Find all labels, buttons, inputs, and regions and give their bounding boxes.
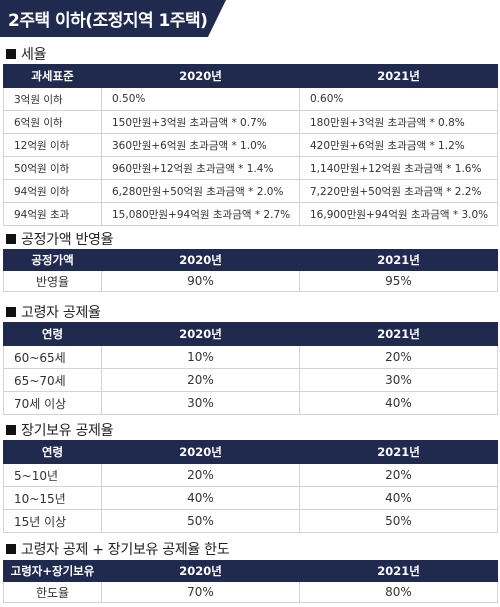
table-row: 반영율 90% 95%	[3, 270, 498, 292]
table-cell: 6억원 이하	[3, 110, 102, 134]
limit-section-label: 고령자 공제 + 장기보유 공제율 한도	[21, 542, 230, 558]
table-cell: 20%	[101, 463, 300, 487]
tax-rate-table: 과세표준 2020년 2021년 3억원 이하 0.50% 0.60% 6억원 …	[3, 64, 498, 226]
column-header: 2020년	[101, 560, 300, 582]
table-row: 65~70세 20% 30%	[3, 368, 498, 392]
table-header-row: 공정가액 2020년 2021년	[3, 249, 498, 271]
fair-value-section-label: 공정가액 반영율	[21, 232, 114, 248]
table-row: 한도율 70% 80%	[3, 581, 498, 603]
fair-value-section-title: 공정가액 반영율	[6, 229, 114, 249]
table-row: 3억원 이하 0.50% 0.60%	[3, 87, 498, 111]
table-cell: 40%	[299, 391, 498, 415]
table-row: 60~65세 10% 20%	[3, 345, 498, 369]
page-title: 2주택 이하(조정지역 1주택)	[8, 11, 208, 31]
table-row: 94억원 초과 15,080만원+94억원 초과금액 * 2.7% 16,900…	[3, 202, 498, 226]
table-cell: 50%	[299, 509, 498, 533]
column-header: 2020년	[101, 322, 300, 346]
column-header: 고령자+장기보유	[3, 560, 102, 582]
table-cell: 0.60%	[299, 87, 498, 111]
table-cell: 360만원+6억원 초과금액 * 1.0%	[101, 133, 300, 157]
column-header: 2021년	[299, 560, 498, 582]
table-cell: 70세 이상	[3, 391, 102, 415]
table-row: 94억원 이하 6,280만원+50억원 초과금액 * 2.0% 7,220만원…	[3, 179, 498, 203]
table-cell: 20%	[299, 463, 498, 487]
elderly-section-title: 고령자 공제율	[6, 302, 101, 322]
table-cell: 20%	[101, 368, 300, 392]
long-term-section-title: 장기보유 공제율	[6, 420, 114, 440]
column-header: 2021년	[299, 249, 498, 271]
column-header: 2021년	[299, 322, 498, 346]
table-row: 12억원 이하 360만원+6억원 초과금액 * 1.0% 420만원+6억원 …	[3, 133, 498, 157]
table-cell: 7,220만원+50억원 초과금액 * 2.2%	[299, 179, 498, 203]
table-cell: 0.50%	[101, 87, 300, 111]
table-cell: 50%	[101, 509, 300, 533]
combined-limit-table: 고령자+장기보유 2020년 2021년 한도율 70% 80%	[3, 560, 498, 603]
long-term-section-label: 장기보유 공제율	[21, 423, 114, 439]
limit-section-title: 고령자 공제 + 장기보유 공제율 한도	[6, 539, 230, 559]
table-cell: 6,280만원+50억원 초과금액 * 2.0%	[101, 179, 300, 203]
column-header: 2021년	[299, 440, 498, 464]
square-bullet-icon	[6, 234, 16, 244]
column-header: 연령	[3, 440, 102, 464]
table-row: 70세 이상 30% 40%	[3, 391, 498, 415]
table-cell: 65~70세	[3, 368, 102, 392]
table-cell: 40%	[101, 486, 300, 510]
table-cell: 15,080만원+94억원 초과금액 * 2.7%	[101, 202, 300, 226]
square-bullet-icon	[6, 544, 16, 554]
table-cell: 420만원+6억원 초과금액 * 1.2%	[299, 133, 498, 157]
table-cell: 50억원 이하	[3, 156, 102, 180]
elderly-section-label: 고령자 공제율	[21, 305, 101, 321]
square-bullet-icon	[6, 49, 16, 59]
table-cell: 10~15년	[3, 486, 102, 510]
column-header: 과세표준	[3, 64, 102, 88]
column-header: 2020년	[101, 440, 300, 464]
square-bullet-icon	[6, 307, 16, 317]
elderly-deduction-table: 연령 2020년 2021년 60~65세 10% 20% 65~70세 20%…	[3, 322, 498, 415]
table-cell: 5~10년	[3, 463, 102, 487]
table-cell: 40%	[299, 486, 498, 510]
table-cell: 12억원 이하	[3, 133, 102, 157]
table-cell: 95%	[299, 270, 498, 292]
table-cell: 70%	[101, 581, 300, 603]
table-row: 5~10년 20% 20%	[3, 463, 498, 487]
table-header-row: 고령자+장기보유 2020년 2021년	[3, 560, 498, 582]
table-cell: 80%	[299, 581, 498, 603]
table-row: 10~15년 40% 40%	[3, 486, 498, 510]
tax-section-label: 세율	[21, 47, 47, 63]
table-cell: 15년 이상	[3, 509, 102, 533]
column-header: 2020년	[101, 249, 300, 271]
column-header: 2020년	[101, 64, 300, 88]
long-term-deduction-table: 연령 2020년 2021년 5~10년 20% 20% 10~15년 40% …	[3, 440, 498, 533]
table-cell: 3억원 이하	[3, 87, 102, 111]
table-cell: 반영율	[3, 270, 102, 292]
fair-value-table: 공정가액 2020년 2021년 반영율 90% 95%	[3, 249, 498, 292]
table-cell: 150만원+3억원 초과금액 * 0.7%	[101, 110, 300, 134]
table-cell: 한도율	[3, 581, 102, 603]
square-bullet-icon	[6, 425, 16, 435]
table-header-row: 연령 2020년 2021년	[3, 440, 498, 464]
column-header: 연령	[3, 322, 102, 346]
table-row: 15년 이상 50% 50%	[3, 509, 498, 533]
table-cell: 16,900만원+94억원 초과금액 * 3.0%	[299, 202, 498, 226]
table-cell: 30%	[101, 391, 300, 415]
column-header: 2021년	[299, 64, 498, 88]
table-header-row: 과세표준 2020년 2021년	[3, 64, 498, 88]
page-header: 2주택 이하(조정지역 1주택)	[0, 0, 500, 37]
table-cell: 30%	[299, 368, 498, 392]
table-cell: 1,140만원+12억원 초과금액 * 1.6%	[299, 156, 498, 180]
table-row: 6억원 이하 150만원+3억원 초과금액 * 0.7% 180만원+3억원 초…	[3, 110, 498, 134]
table-cell: 94억원 이하	[3, 179, 102, 203]
header-banner	[0, 0, 226, 37]
table-cell: 94억원 초과	[3, 202, 102, 226]
table-header-row: 연령 2020년 2021년	[3, 322, 498, 346]
tax-section-title: 세율	[6, 44, 46, 64]
column-header: 공정가액	[3, 249, 102, 271]
table-cell: 960만원+12억원 초과금액 * 1.4%	[101, 156, 300, 180]
table-cell: 20%	[299, 345, 498, 369]
table-cell: 10%	[101, 345, 300, 369]
table-cell: 90%	[101, 270, 300, 292]
table-cell: 180만원+3억원 초과금액 * 0.8%	[299, 110, 498, 134]
table-row: 50억원 이하 960만원+12억원 초과금액 * 1.4% 1,140만원+1…	[3, 156, 498, 180]
table-cell: 60~65세	[3, 345, 102, 369]
